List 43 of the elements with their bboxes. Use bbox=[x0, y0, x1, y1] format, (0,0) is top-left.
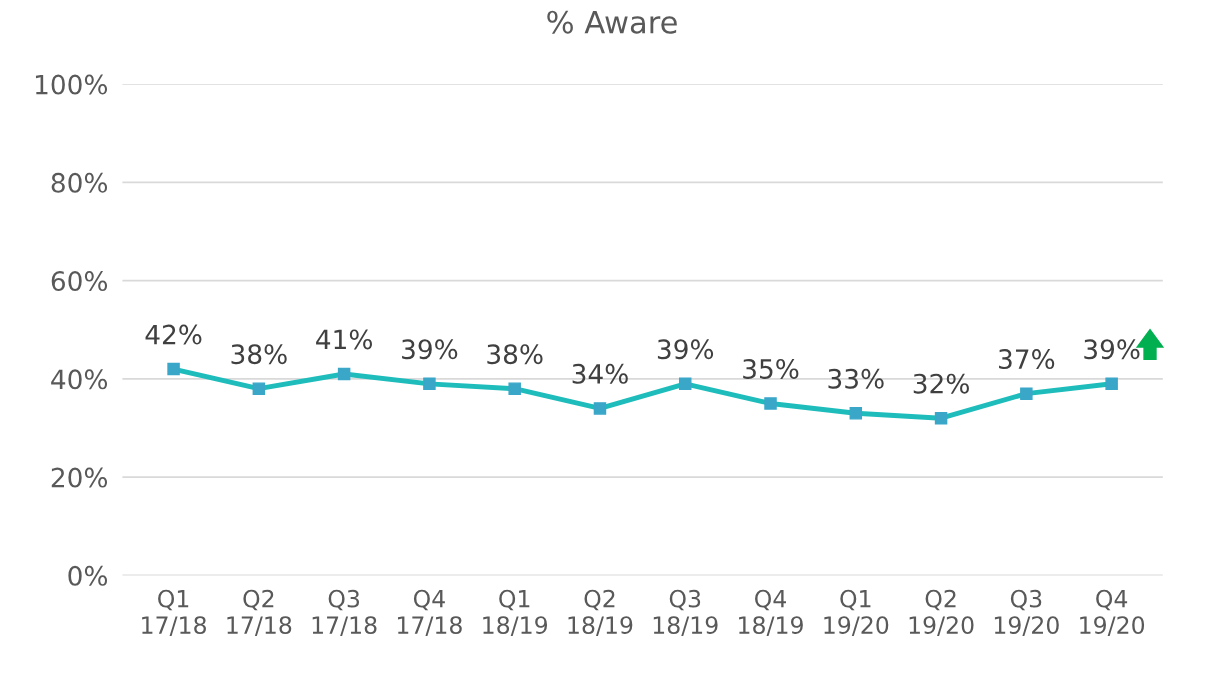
y-tick-label: 100% bbox=[35, 74, 108, 95]
point bbox=[593, 402, 607, 415]
data-label: 38% bbox=[487, 344, 543, 365]
point bbox=[678, 377, 692, 391]
point bbox=[849, 407, 863, 420]
point bbox=[508, 382, 521, 395]
x-tick-label: Q3 17/18 bbox=[312, 589, 377, 636]
data-label: 41% bbox=[316, 329, 372, 350]
y-tick-label: 40% bbox=[51, 369, 108, 390]
chart-title: % Aware bbox=[547, 10, 677, 34]
point bbox=[764, 397, 777, 410]
y-tick-label: 0% bbox=[68, 565, 108, 586]
data-label: 37% bbox=[999, 349, 1055, 370]
point bbox=[934, 411, 948, 425]
data-label: 32% bbox=[913, 373, 969, 394]
y-tick-label: 60% bbox=[51, 271, 108, 292]
point bbox=[167, 362, 180, 376]
point bbox=[252, 382, 266, 395]
y-tick-label: 80% bbox=[51, 172, 108, 193]
x-tick-label: Q1 19/20 bbox=[824, 589, 889, 636]
data-label: 38% bbox=[231, 344, 287, 365]
x-tick-label: Q3 18/19 bbox=[653, 589, 718, 636]
point bbox=[1020, 387, 1033, 400]
data-label: 39% bbox=[657, 339, 714, 360]
point bbox=[423, 377, 436, 391]
x-tick-label: Q1 18/19 bbox=[483, 589, 548, 636]
x-tick-label: Q2 17/18 bbox=[227, 589, 292, 636]
x-tick-label: Q3 19/20 bbox=[994, 589, 1059, 636]
data-label: 33% bbox=[828, 368, 884, 389]
x-tick-label: Q1 17/18 bbox=[142, 589, 206, 636]
data-label: 39% bbox=[402, 339, 458, 360]
x-tick-label: Q4 17/18 bbox=[397, 589, 462, 636]
data-label: 42% bbox=[145, 324, 202, 345]
y-tick-label: 20% bbox=[51, 467, 108, 488]
x-tick-label: Q4 18/19 bbox=[739, 589, 803, 636]
x-tick-label: Q2 19/20 bbox=[909, 589, 974, 636]
x-tick-label: Q2 18/19 bbox=[568, 589, 633, 636]
point bbox=[1105, 377, 1118, 391]
point bbox=[337, 367, 351, 381]
data-label: 34% bbox=[572, 363, 628, 384]
data-label: 35% bbox=[743, 358, 799, 379]
data-label: 39% bbox=[1084, 339, 1140, 360]
x-tick-label: Q4 19/20 bbox=[1080, 589, 1145, 636]
